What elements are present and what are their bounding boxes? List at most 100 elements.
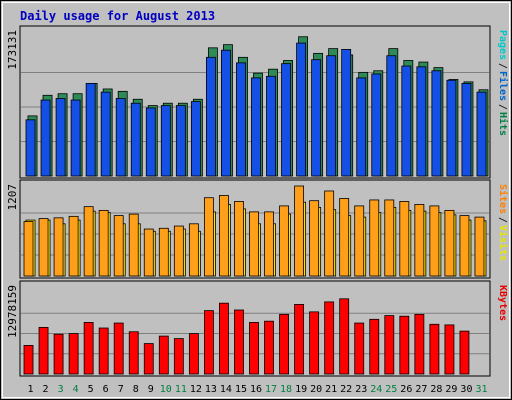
bar-sites-day-19 <box>294 185 305 277</box>
bar-sites-day-13 <box>203 197 214 277</box>
kbytes-panel-ytick-label: 12978159 <box>6 285 19 338</box>
bar-kbytes-day-26 <box>399 315 410 375</box>
bar-sites-day-31 <box>474 216 485 277</box>
bar-kbytes-day-30 <box>459 330 470 375</box>
bar-files-day-29 <box>446 79 457 177</box>
bar-files-day-7 <box>115 98 126 177</box>
bar-sites-day-5 <box>83 206 94 277</box>
bar-sites-day-9 <box>143 228 154 277</box>
bar-sites-day-15 <box>234 201 244 277</box>
bar-sites-day-21 <box>324 190 335 277</box>
x-label-day-7: 7 <box>118 384 124 395</box>
hits-files-panel-legend-separator-2: / <box>497 104 508 110</box>
bar-files-day-31 <box>476 91 487 177</box>
bar-files-day-4 <box>70 99 81 177</box>
bar-files-day-15 <box>236 62 246 177</box>
x-label-day-10: 10 <box>160 384 172 395</box>
hits-files-panel-ytick-label: 173131 <box>6 30 19 70</box>
bar-files-day-8 <box>130 102 141 177</box>
x-label-day-15: 15 <box>235 384 247 395</box>
x-label-day-28: 28 <box>430 384 442 395</box>
bar-kbytes-day-29 <box>444 324 455 375</box>
bar-kbytes-day-17 <box>264 320 274 375</box>
bar-kbytes-day-25 <box>384 315 395 375</box>
bar-sites-day-1 <box>23 221 34 277</box>
bar-files-day-6 <box>100 91 111 177</box>
bar-kbytes-day-28 <box>429 323 440 375</box>
bar-sites-day-28 <box>429 205 440 277</box>
bar-files-day-30 <box>461 83 472 177</box>
hits-files-panel-legend-separator-1: / <box>497 63 508 69</box>
x-label-day-2: 2 <box>43 384 49 395</box>
bar-files-day-28 <box>431 70 442 177</box>
bar-sites-day-27 <box>414 204 425 277</box>
bar-sites-day-8 <box>128 213 139 277</box>
bar-kbytes-day-19 <box>294 303 305 375</box>
x-label-day-23: 23 <box>355 384 367 395</box>
bar-kbytes-day-21 <box>324 301 335 375</box>
bar-files-day-12 <box>190 101 201 177</box>
bar-files-day-24 <box>371 73 382 177</box>
bar-files-day-21 <box>326 55 337 177</box>
bar-kbytes-day-12 <box>188 333 199 375</box>
bar-sites-day-17 <box>264 211 274 277</box>
bar-kbytes-day-3 <box>53 333 64 375</box>
x-label-day-17: 17 <box>265 384 277 395</box>
bar-sites-day-24 <box>369 199 380 277</box>
bar-kbytes-day-14 <box>219 302 229 375</box>
bar-kbytes-day-22 <box>339 298 350 375</box>
bar-files-day-17 <box>266 75 276 177</box>
x-label-day-30: 30 <box>460 384 472 395</box>
sites-visits-panel-legend-separator-1: / <box>497 217 508 223</box>
bar-kbytes-day-9 <box>143 343 154 375</box>
bar-files-day-10 <box>160 105 171 177</box>
bar-kbytes-day-5 <box>83 322 94 375</box>
x-label-day-5: 5 <box>88 384 94 395</box>
bar-sites-day-14 <box>219 195 229 277</box>
bar-sites-day-20 <box>309 200 320 277</box>
bar-kbytes-day-10 <box>158 335 169 375</box>
bar-sites-day-22 <box>339 198 350 277</box>
bar-kbytes-day-24 <box>369 318 380 375</box>
x-label-day-22: 22 <box>340 384 352 395</box>
bar-kbytes-day-6 <box>98 327 109 375</box>
legend-pages: Pages <box>497 30 508 60</box>
bar-kbytes-day-16 <box>249 322 259 375</box>
bar-kbytes-day-8 <box>128 331 139 375</box>
bar-sites-day-2 <box>38 218 49 277</box>
bar-sites-day-11 <box>173 225 184 277</box>
bar-sites-day-29 <box>444 209 455 277</box>
bar-kbytes-day-13 <box>203 310 214 375</box>
bar-sites-day-30 <box>459 215 470 277</box>
bar-files-day-20 <box>311 59 322 177</box>
bar-files-day-11 <box>175 105 186 177</box>
x-label-day-18: 18 <box>280 384 292 395</box>
x-label-day-27: 27 <box>415 384 427 395</box>
x-label-day-31: 31 <box>475 384 487 395</box>
legend-files: Files <box>497 71 509 101</box>
bar-kbytes-day-1 <box>23 345 34 375</box>
bar-sites-day-23 <box>354 205 365 277</box>
bar-sites-day-12 <box>188 223 199 277</box>
bar-sites-day-18 <box>279 205 289 277</box>
bar-sites-day-4 <box>68 215 79 277</box>
bar-sites-day-3 <box>53 217 64 277</box>
bar-sites-day-16 <box>249 211 259 277</box>
x-label-day-24: 24 <box>370 384 382 395</box>
bar-files-day-16 <box>251 77 261 177</box>
x-label-day-12: 12 <box>190 384 202 395</box>
bar-files-day-5 <box>85 83 96 177</box>
x-label-day-9: 9 <box>148 384 154 395</box>
bar-sites-day-7 <box>113 215 124 277</box>
x-label-day-3: 3 <box>58 384 64 395</box>
legend-hits: Hits <box>497 112 509 136</box>
bar-kbytes-day-7 <box>113 322 124 375</box>
bar-files-day-26 <box>401 65 412 177</box>
x-label-day-19: 19 <box>295 384 307 395</box>
bar-files-day-14 <box>221 49 231 177</box>
bar-files-day-22 <box>341 49 352 177</box>
bar-files-day-1 <box>25 119 36 177</box>
